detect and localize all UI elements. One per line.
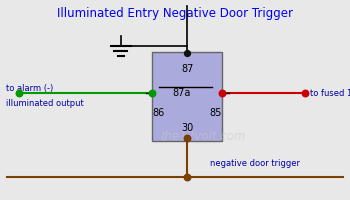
Text: 86: 86	[153, 108, 165, 118]
Point	[184, 175, 190, 179]
Text: negative door trigger: negative door trigger	[210, 158, 300, 168]
Text: 87a: 87a	[173, 88, 191, 98]
Text: Illuminated Entry Negative Door Trigger: Illuminated Entry Negative Door Trigger	[57, 7, 293, 20]
Text: to fused 12V+: to fused 12V+	[310, 88, 350, 98]
Point	[302, 91, 307, 95]
Point	[16, 91, 22, 95]
Text: 87: 87	[181, 64, 194, 74]
Text: 85: 85	[209, 108, 222, 118]
Point	[149, 91, 155, 95]
Point	[184, 136, 190, 140]
Point	[184, 51, 190, 55]
Bar	[152, 52, 222, 141]
Text: to alarm (-): to alarm (-)	[6, 84, 53, 93]
Text: 30: 30	[181, 123, 193, 133]
Text: the12volt.com: the12volt.com	[160, 130, 246, 142]
Point	[219, 91, 225, 95]
Text: illuminated output: illuminated output	[6, 99, 83, 108]
